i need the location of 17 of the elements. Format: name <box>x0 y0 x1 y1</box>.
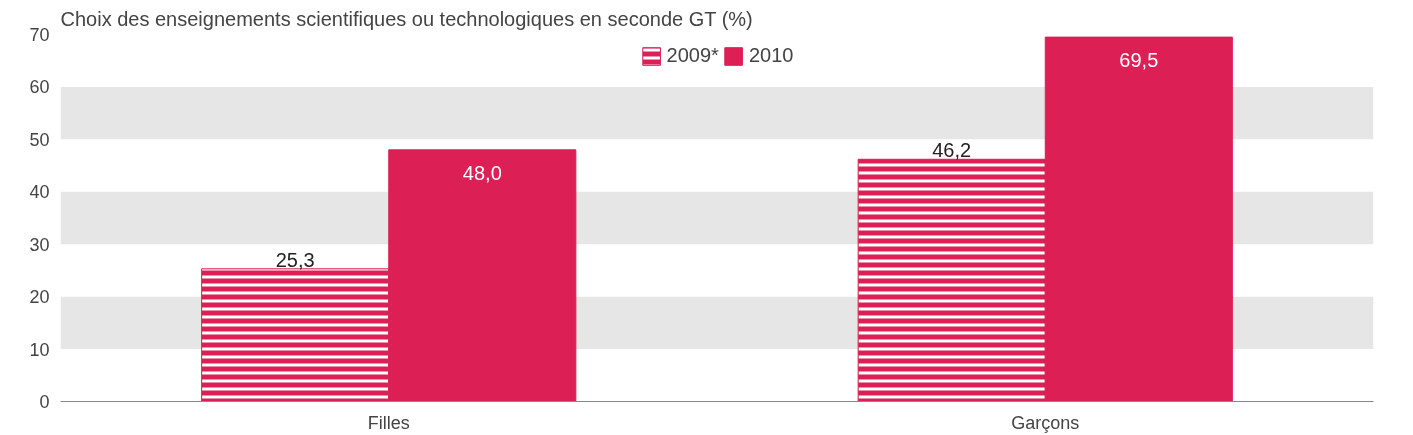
x-tick-label: Filles <box>367 412 410 433</box>
legend-label: 2010 <box>748 44 794 67</box>
legend-label: 2009* <box>666 44 719 67</box>
x-tick-label: Garçons <box>1011 412 1080 433</box>
y-tick-label: 70 <box>29 25 50 45</box>
y-tick-label: 10 <box>29 339 50 360</box>
y-tick-label: 30 <box>29 234 50 255</box>
y-tick-label: 60 <box>29 77 50 98</box>
y-tick-label: 20 <box>29 287 50 308</box>
data-label: 46,2 <box>932 139 972 162</box>
y-tick-label: 0 <box>39 392 50 412</box>
data-label: 25,3 <box>275 248 315 271</box>
y-tick-label: 40 <box>29 182 50 203</box>
chart-title: Choix des enseignements scientifiques ou technologiques en seconde GT (%) <box>60 7 753 30</box>
data-label: 48,0 <box>462 161 502 184</box>
y-tick-label: 50 <box>29 129 50 150</box>
data-label: 69,5 <box>1119 48 1159 71</box>
